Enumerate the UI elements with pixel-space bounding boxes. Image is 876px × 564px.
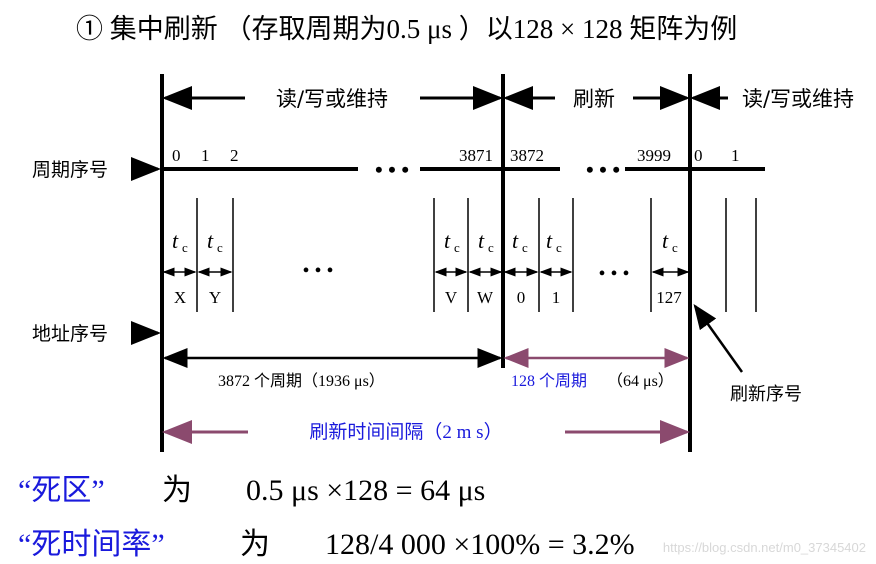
main-boundaries: [160, 74, 692, 452]
cell-ellipsis-1: • • •: [302, 260, 333, 282]
cycle-tick: 0: [694, 146, 703, 165]
dead-zone-label: “死区”: [18, 474, 105, 507]
svg-text:t: t: [662, 228, 669, 253]
dead-rate-expression: 128/4 000 ×100% = 3.2%: [325, 528, 635, 561]
refresh-number-pointer: [693, 303, 744, 373]
svg-text:c: c: [454, 240, 460, 255]
cycle-number-label: 周期序号: [32, 159, 108, 181]
svg-text:t: t: [546, 228, 553, 253]
svg-text:c: c: [672, 240, 678, 255]
cycle-ticks: 0 1 2 3871 3872 3999 0 1: [172, 146, 740, 165]
cycle-ellipsis-2: • • •: [586, 157, 620, 182]
svg-text:t: t: [478, 228, 485, 253]
svg-text:t: t: [172, 228, 179, 253]
cycle-tick: 0: [172, 146, 181, 165]
svg-text:t: t: [207, 228, 214, 253]
cycle-tick: 3871: [459, 146, 493, 165]
cycle-tick: 1: [201, 146, 210, 165]
phase-refresh: 刷新: [573, 87, 615, 111]
title: ① 集中刷新 （存取周期为0.5 μs ）以128 × 128 矩阵为例: [76, 14, 737, 44]
address-cell: 1: [552, 288, 561, 307]
address-cell: X: [174, 288, 186, 307]
watermark: https://blog.csdn.net/m0_37345402: [663, 540, 866, 555]
cycle-tick: 2: [230, 146, 239, 165]
address-cell: W: [477, 288, 494, 307]
svg-text:c: c: [217, 240, 223, 255]
cell-ellipsis-2: • • •: [598, 263, 629, 285]
svg-text:c: c: [182, 240, 188, 255]
svg-text:c: c: [522, 240, 528, 255]
phase-read-write-1: 读/写或维持: [276, 87, 388, 111]
cycle-tick: 3872: [510, 146, 544, 165]
dead-zone-is: 为: [162, 474, 192, 507]
refresh-number-label: 刷新序号: [730, 384, 802, 405]
dead-rate-is: 为: [240, 528, 270, 561]
cycle-ellipsis-1: • • •: [375, 157, 409, 182]
dead-rate-label: “死时间率”: [18, 528, 165, 561]
phase-read-write-2: 读/写或维持: [742, 87, 854, 111]
refresh-span-label: 128 个周期: [511, 372, 587, 390]
refresh-span-time: （64 μs）: [607, 372, 674, 390]
address-number-label: 地址序号: [32, 323, 108, 345]
svg-text:c: c: [488, 240, 494, 255]
address-cell: 0: [517, 288, 526, 307]
address-cell: 127: [656, 288, 682, 307]
svg-text:c: c: [556, 240, 562, 255]
address-cell: Y: [209, 288, 221, 307]
svg-text:t: t: [512, 228, 519, 253]
dead-zone-expression: 0.5 μs ×128 = 64 μs: [246, 474, 485, 507]
interval-label: 刷新时间间隔（2 m s）: [309, 421, 502, 443]
cycle-tick: 3999: [637, 146, 671, 165]
cycle-tick: 1: [731, 146, 740, 165]
svg-text:t: t: [444, 228, 451, 253]
rw-span-label: 3872 个周期（1936 μs）: [218, 372, 385, 390]
cell-dividers: [196, 198, 757, 312]
address-cell: V: [445, 288, 458, 307]
